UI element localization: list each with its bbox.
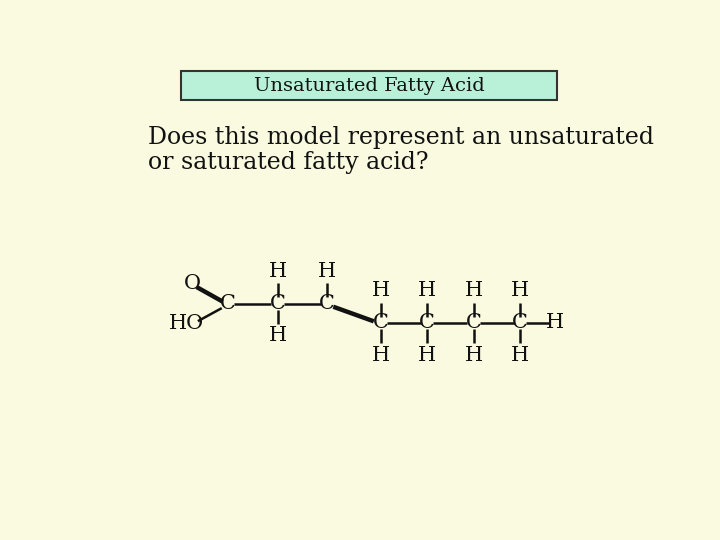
Text: C: C <box>319 294 335 313</box>
Text: C: C <box>512 313 528 332</box>
Text: H: H <box>418 281 436 300</box>
Text: C: C <box>419 313 435 332</box>
Text: Does this model represent an unsaturated: Does this model represent an unsaturated <box>148 126 654 150</box>
Text: H: H <box>418 346 436 365</box>
Text: H: H <box>464 346 482 365</box>
Text: H: H <box>464 281 482 300</box>
Text: H: H <box>318 262 336 281</box>
Text: Unsaturated Fatty Acid: Unsaturated Fatty Acid <box>253 77 485 94</box>
Text: H: H <box>546 313 564 332</box>
Text: C: C <box>373 313 389 332</box>
Text: C: C <box>466 313 482 332</box>
Text: H: H <box>511 346 529 365</box>
FancyBboxPatch shape <box>181 71 557 100</box>
Text: H: H <box>372 346 390 365</box>
Text: H: H <box>269 262 287 281</box>
Text: O: O <box>184 274 201 293</box>
Text: H: H <box>511 281 529 300</box>
Text: HO: HO <box>169 314 204 333</box>
Text: C: C <box>269 294 286 313</box>
Text: C: C <box>220 294 236 313</box>
Text: or saturated fatty acid?: or saturated fatty acid? <box>148 151 428 174</box>
Text: H: H <box>372 281 390 300</box>
Text: H: H <box>269 326 287 346</box>
